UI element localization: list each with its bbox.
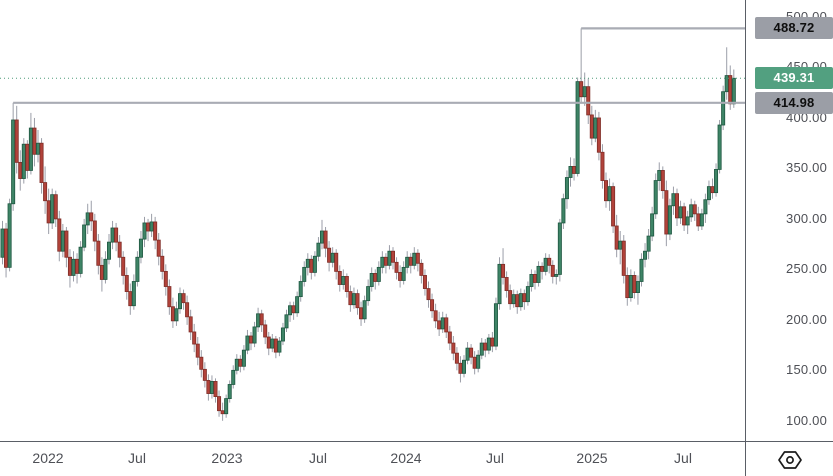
last-price-badge: 439.31: [755, 67, 833, 90]
hexagon-target-icon: [778, 450, 802, 469]
price-tick-label: 200.00: [786, 311, 827, 327]
time-tick-label: Jul: [309, 450, 327, 466]
price-axis[interactable]: 488.72 439.31 414.98 500.00450.00400.003…: [747, 0, 833, 441]
time-tick-label: 2025: [576, 450, 608, 466]
time-tick-label: 2023: [211, 450, 243, 466]
price-axis-border: [745, 0, 747, 476]
price-tick-label: 250.00: [786, 261, 827, 277]
support-price-badge: 414.98: [755, 91, 833, 114]
time-axis[interactable]: 2022 Jul 2023 Jul 2024 Jul 2025 Jul: [0, 443, 745, 476]
chart-plot-area[interactable]: [0, 0, 746, 441]
time-tick-label: Jul: [486, 450, 504, 466]
hexagon-target-button[interactable]: [775, 448, 805, 472]
time-axis-border: [0, 441, 833, 443]
candles-series: [0, 28, 736, 421]
time-tick-label: 2022: [32, 450, 64, 466]
price-tick-label: 350.00: [786, 160, 827, 176]
time-tick-label: Jul: [128, 450, 146, 466]
resistance-price-badge: 488.72: [755, 17, 833, 40]
price-tick-label: 150.00: [786, 362, 827, 378]
axis-corner: [747, 443, 833, 476]
price-tick-label: 300.00: [786, 210, 827, 226]
price-tick-label: 100.00: [786, 412, 827, 428]
time-tick-label: 2024: [390, 450, 422, 466]
time-tick-label: Jul: [674, 450, 692, 466]
